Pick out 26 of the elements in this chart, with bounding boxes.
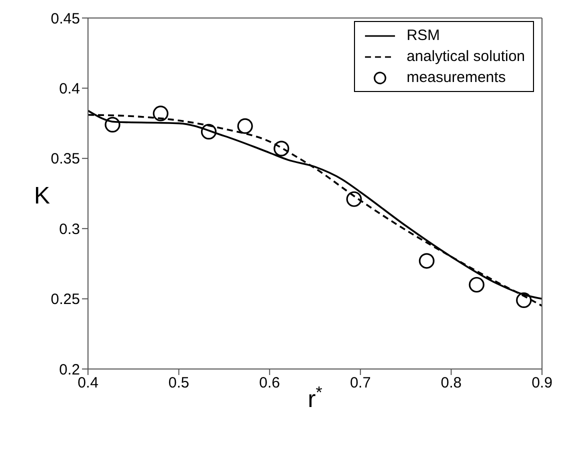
x-tick-label: 0.8 [440,374,462,392]
point [237,118,253,134]
x-tick-label: 0.9 [532,374,552,392]
point [418,253,434,269]
legend-label: analytical solution [406,48,525,65]
point [346,191,362,207]
point [468,276,484,293]
legend-label: RSM [406,27,440,44]
x-tick-label: 0.4 [78,374,98,392]
y-tick-label: 0.2 [59,361,80,378]
x-tick-label: 0.5 [168,374,190,392]
y-axis-title: K [34,182,50,210]
x-tick-label: 0.6 [259,374,280,392]
y-tick-label: 0.3 [59,220,80,238]
x-axis-title: r$^{*}$ [308,382,323,413]
point [152,106,168,122]
y-tick-label: 0.35 [50,150,80,168]
x-tick-label: 0.7 [350,374,371,392]
y-tick-label: 0.45 [50,10,80,28]
y-tick-label: 0.4 [59,80,80,98]
point [274,140,290,156]
point [104,116,120,133]
y-tick-label: 0.25 [50,291,80,308]
point [516,292,532,308]
point [200,124,217,140]
legend-label: measurements [406,69,506,86]
